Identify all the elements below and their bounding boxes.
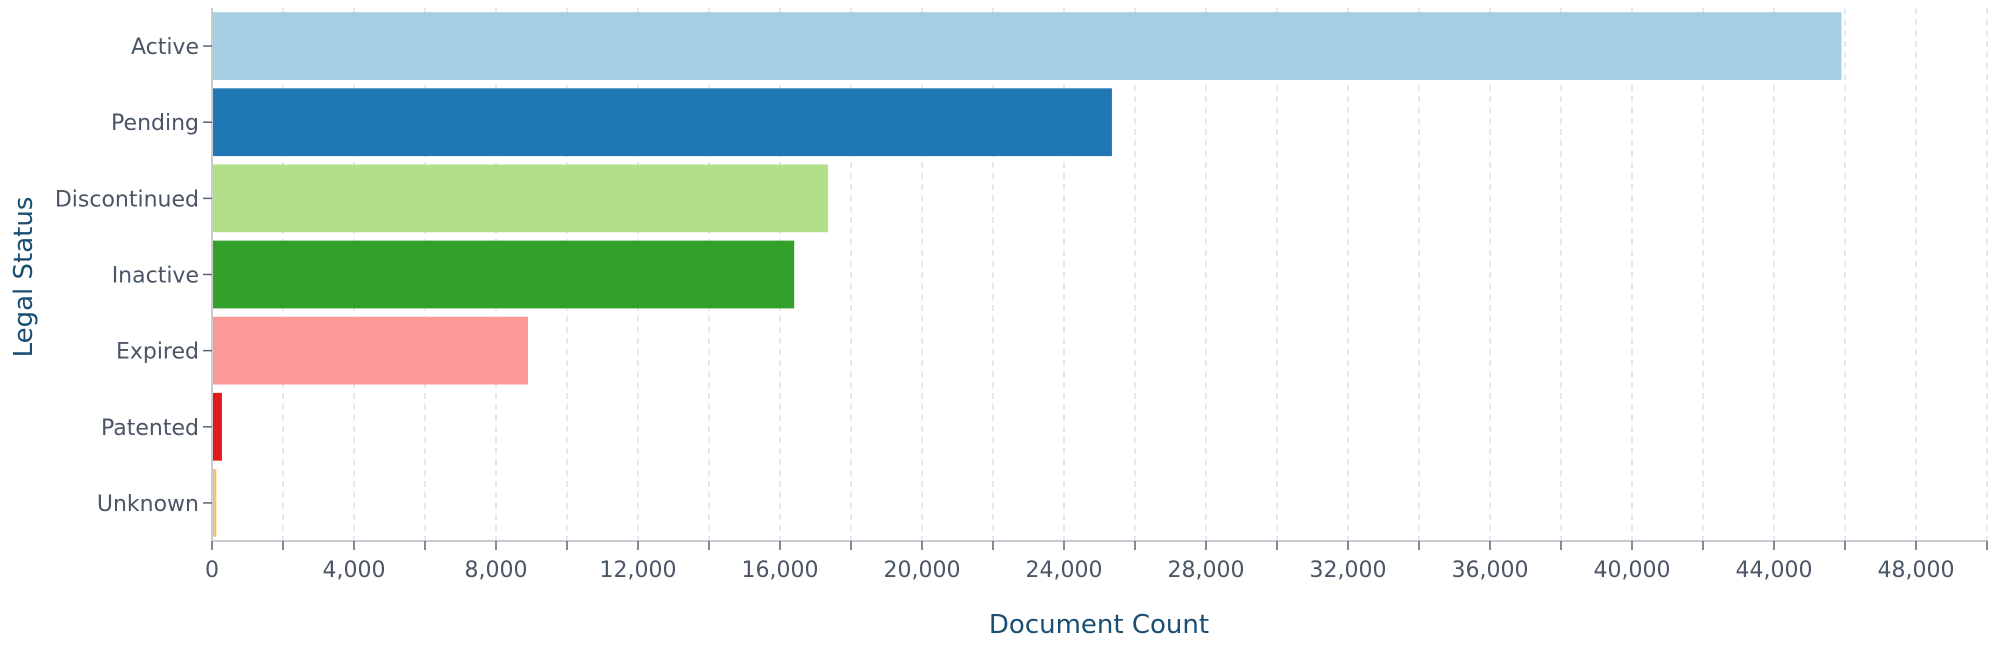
bars bbox=[212, 12, 1841, 537]
bar-expired bbox=[212, 317, 528, 385]
x-tick-label: 8,000 bbox=[465, 558, 528, 583]
x-tick-label: 28,000 bbox=[1168, 558, 1245, 583]
x-tick-label: 32,000 bbox=[1310, 558, 1387, 583]
bar-discontinued bbox=[212, 164, 828, 232]
y-tick-label-active: Active bbox=[131, 35, 199, 60]
bar-patented bbox=[212, 393, 222, 461]
bar-active bbox=[212, 12, 1841, 80]
x-axis-ticks: 0 4,000 8,000 12,000 16,000 20,000 24,000 28,00… bbox=[205, 541, 1987, 583]
y-tick-label-inactive: Inactive bbox=[112, 264, 199, 289]
y-tick-label-expired: Expired bbox=[116, 340, 199, 365]
y-tick-label-unknown: Unknown bbox=[97, 492, 199, 517]
y-axis-ticks: Active Pending Discontinued Inactive Expired… bbox=[55, 35, 212, 517]
y-tick-label-pending: Pending bbox=[111, 111, 199, 136]
x-tick-label: 48,000 bbox=[1878, 558, 1955, 583]
x-tick-label: 24,000 bbox=[1026, 558, 1103, 583]
y-axis-title: Legal Status bbox=[9, 197, 39, 358]
y-tick-label-patented: Patented bbox=[101, 416, 199, 441]
x-tick-label: 40,000 bbox=[1594, 558, 1671, 583]
x-tick-label: 4,000 bbox=[323, 558, 386, 583]
x-tick-label: 36,000 bbox=[1452, 558, 1529, 583]
x-axis-title: Document Count bbox=[989, 610, 1209, 640]
bar-pending bbox=[212, 88, 1112, 156]
bar-inactive bbox=[212, 241, 794, 309]
x-tick-label: 0 bbox=[205, 558, 219, 583]
x-tick-label: 44,000 bbox=[1736, 558, 1813, 583]
x-tick-label: 20,000 bbox=[884, 558, 961, 583]
x-tick-label: 16,000 bbox=[742, 558, 819, 583]
x-tick-label: 12,000 bbox=[600, 558, 677, 583]
y-tick-label-discontinued: Discontinued bbox=[55, 187, 199, 212]
